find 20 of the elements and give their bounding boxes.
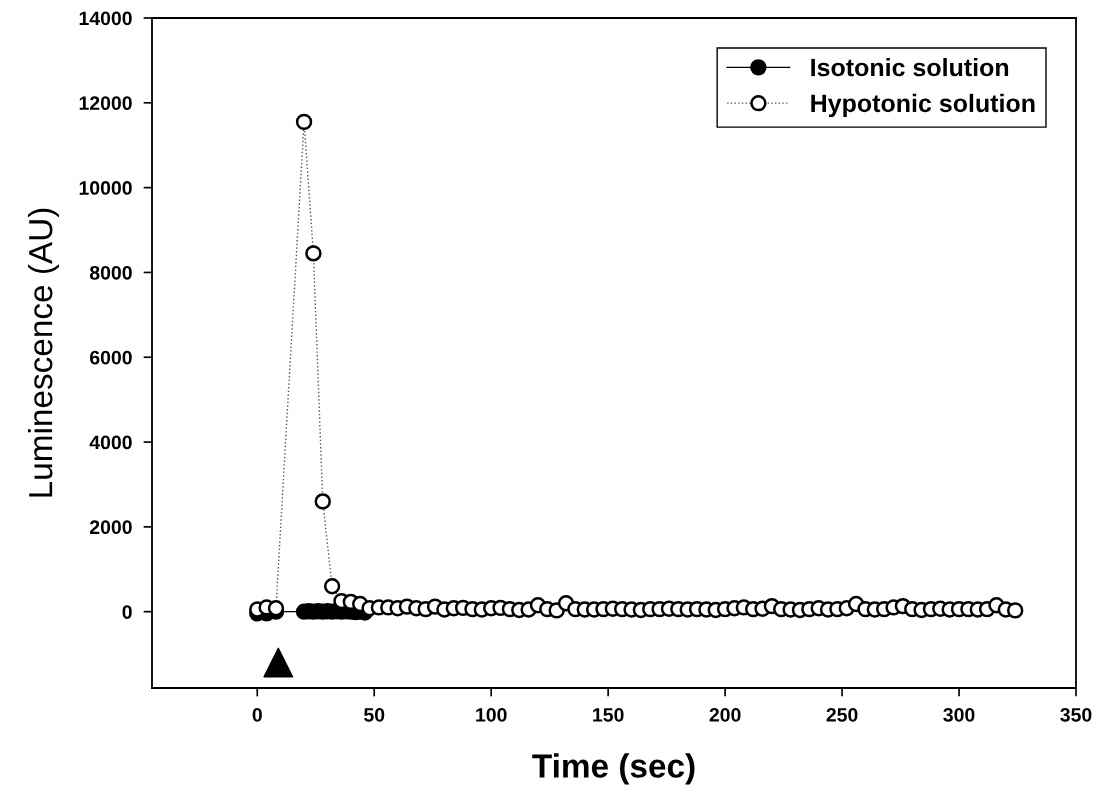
y-tick-label: 4000	[89, 435, 132, 450]
legend-label: Isotonic solution	[811, 58, 1009, 77]
y-tick-label: 14000	[79, 11, 132, 26]
x-tick-label: 100	[476, 707, 507, 722]
y-tick-label: 12000	[79, 96, 132, 111]
x-tick-label: 0	[252, 707, 262, 722]
y-tick-label: 8000	[89, 265, 132, 280]
x-axis-title: Time (sec)	[532, 753, 695, 785]
y-tick-label: 6000	[90, 350, 132, 365]
x-tick-label: 350	[1060, 707, 1092, 722]
x-tick-label: 250	[826, 707, 858, 722]
x-tick-label: 300	[943, 707, 975, 722]
x-tick-label: 50	[364, 707, 385, 722]
x-tick-label: 150	[593, 707, 624, 722]
y-tick-label: 2000	[89, 520, 132, 535]
y-tick-label: 0	[122, 605, 132, 619]
x-tick-label: 200	[709, 707, 741, 722]
y-tick-label: 10000	[79, 181, 132, 195]
y-axis-title: Luminescence (AU)	[27, 208, 60, 497]
legend-label: Hypotonic solution	[811, 93, 1035, 118]
